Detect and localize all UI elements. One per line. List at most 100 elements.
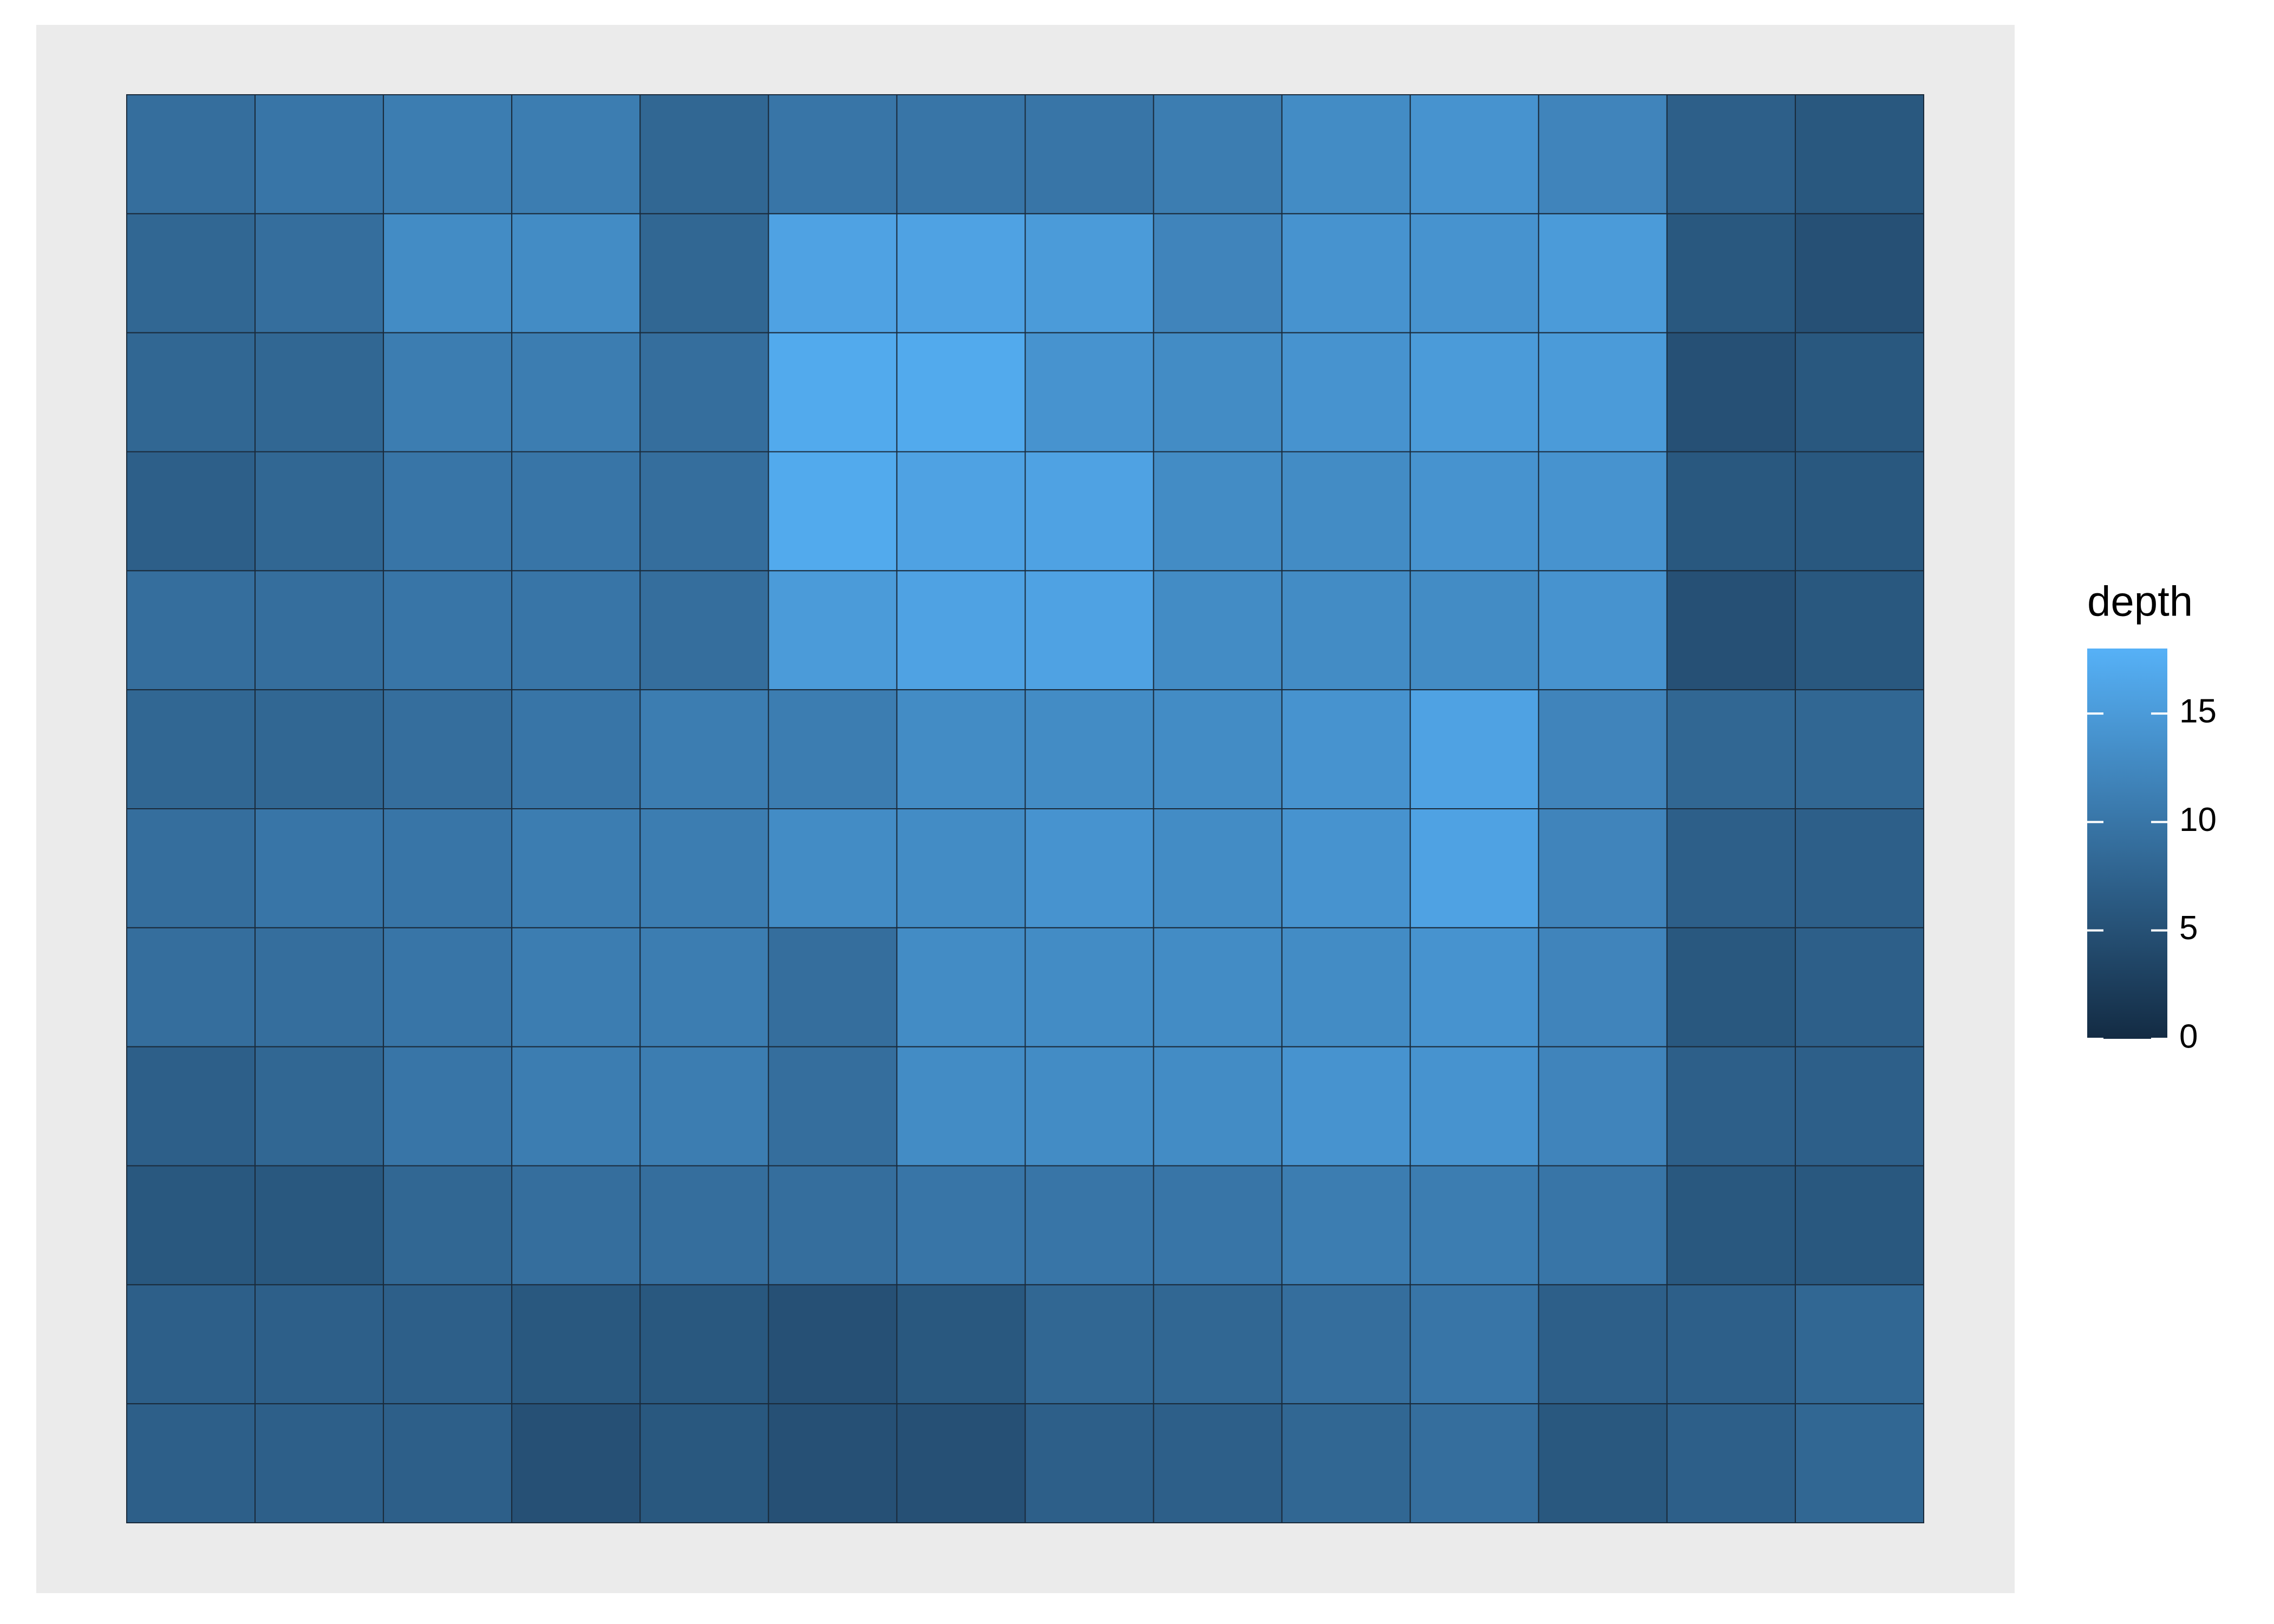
tile: [126, 1284, 256, 1405]
tile: [126, 1165, 256, 1286]
tile: [639, 332, 769, 453]
tile: [768, 1046, 898, 1167]
tile: [511, 1284, 641, 1405]
tile: [1024, 1403, 1154, 1524]
tile: [639, 927, 769, 1047]
tile: [1024, 213, 1154, 333]
tile: [1153, 1046, 1283, 1167]
tile: [1281, 94, 1411, 214]
tile: [1281, 927, 1411, 1047]
tile: [511, 1046, 641, 1167]
tile: [1024, 332, 1154, 453]
tile: [639, 689, 769, 809]
tile: [1153, 94, 1283, 214]
tile: [1024, 927, 1154, 1047]
tile: [383, 213, 513, 333]
tile: [1409, 1046, 1539, 1167]
tile: [511, 570, 641, 691]
tile: [254, 213, 384, 333]
tile: [383, 1403, 513, 1524]
tile: [768, 332, 898, 453]
tile: [511, 94, 641, 214]
tile: [768, 213, 898, 333]
tile: [1794, 213, 1924, 333]
tile: [1794, 570, 1924, 691]
tile: [639, 1046, 769, 1167]
tile: [254, 451, 384, 572]
tile: [896, 1284, 1026, 1405]
tile: [1666, 927, 1796, 1047]
tile: [511, 1165, 641, 1286]
tile: [383, 332, 513, 453]
tile: [1666, 570, 1796, 691]
tile: [896, 689, 1026, 809]
tile: [1024, 451, 1154, 572]
tile: [1409, 1403, 1539, 1524]
tile: [1153, 451, 1283, 572]
tile: [1666, 332, 1796, 453]
tile: [383, 1046, 513, 1167]
tile: [1409, 570, 1539, 691]
tile: [254, 94, 384, 214]
tile: [1538, 332, 1668, 453]
tile: [896, 1403, 1026, 1524]
tile: [254, 1284, 384, 1405]
tile: [511, 451, 641, 572]
legend-title: depth: [2087, 578, 2193, 625]
tile: [1538, 1165, 1668, 1286]
tile: [1409, 689, 1539, 809]
tile: [383, 927, 513, 1047]
tile: [1794, 332, 1924, 453]
tile: [383, 570, 513, 691]
tile: [511, 808, 641, 928]
tile: [254, 927, 384, 1047]
tile: [1538, 570, 1668, 691]
tile: [1538, 808, 1668, 928]
tile: [1281, 1403, 1411, 1524]
tile: [1153, 570, 1283, 691]
tile: [768, 689, 898, 809]
tile: [768, 1165, 898, 1286]
tile: [254, 1165, 384, 1286]
tile: [126, 332, 256, 453]
tile: [1024, 808, 1154, 928]
tile: [511, 213, 641, 333]
tile: [1281, 451, 1411, 572]
tile: [896, 927, 1026, 1047]
tile: [1538, 1403, 1668, 1524]
colorbar: [2087, 649, 2167, 1039]
tile: [768, 570, 898, 691]
tile: [768, 94, 898, 214]
tile: [1409, 332, 1539, 453]
tile: [639, 213, 769, 333]
tile: [1024, 1046, 1154, 1167]
tile: [1794, 1046, 1924, 1167]
tile: [126, 94, 256, 214]
tile: [1538, 689, 1668, 809]
tile: [768, 1284, 898, 1405]
tile: [383, 451, 513, 572]
tile: [254, 808, 384, 928]
tile: [1281, 1165, 1411, 1286]
tile: [1024, 1284, 1154, 1405]
tile: [639, 451, 769, 572]
tile: [1409, 1284, 1539, 1405]
tile: [1538, 927, 1668, 1047]
tile: [1281, 1284, 1411, 1405]
tile: [1153, 808, 1283, 928]
tile: [896, 213, 1026, 333]
tile: [383, 1165, 513, 1286]
tile: [126, 213, 256, 333]
tile: [1794, 1284, 1924, 1405]
tile: [639, 570, 769, 691]
tile: [639, 1165, 769, 1286]
tile: [1409, 1165, 1539, 1286]
tile: [511, 689, 641, 809]
tile: [383, 808, 513, 928]
tile: [1794, 808, 1924, 928]
tile: [1538, 451, 1668, 572]
tile: [1666, 94, 1796, 214]
tile: [1666, 1165, 1796, 1286]
tile: [1666, 1284, 1796, 1405]
tile: [511, 1403, 641, 1524]
